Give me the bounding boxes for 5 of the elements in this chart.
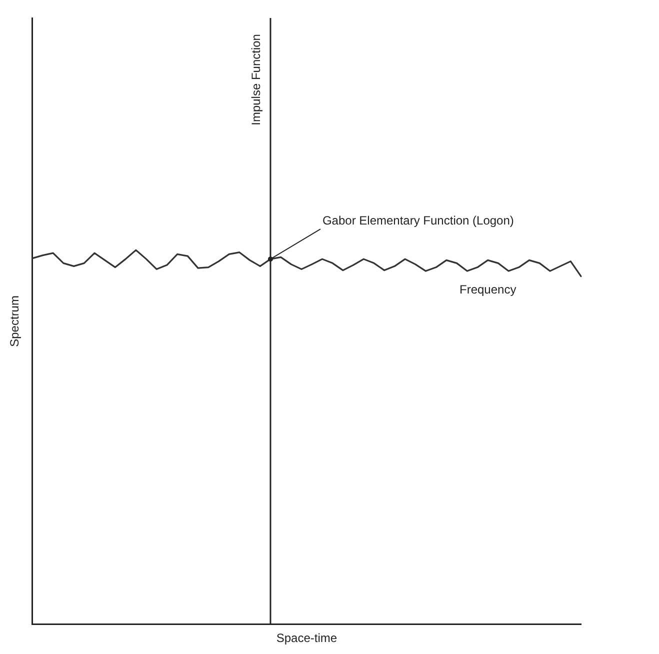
text: Gabor Elementary Function (Logon) <box>322 213 514 228</box>
series-label: Frequency <box>459 282 516 296</box>
x-axis-title: Space-time <box>276 631 338 646</box>
y-axis-title: Spectrum <box>8 296 22 347</box>
text: Impulse Function <box>248 34 263 126</box>
